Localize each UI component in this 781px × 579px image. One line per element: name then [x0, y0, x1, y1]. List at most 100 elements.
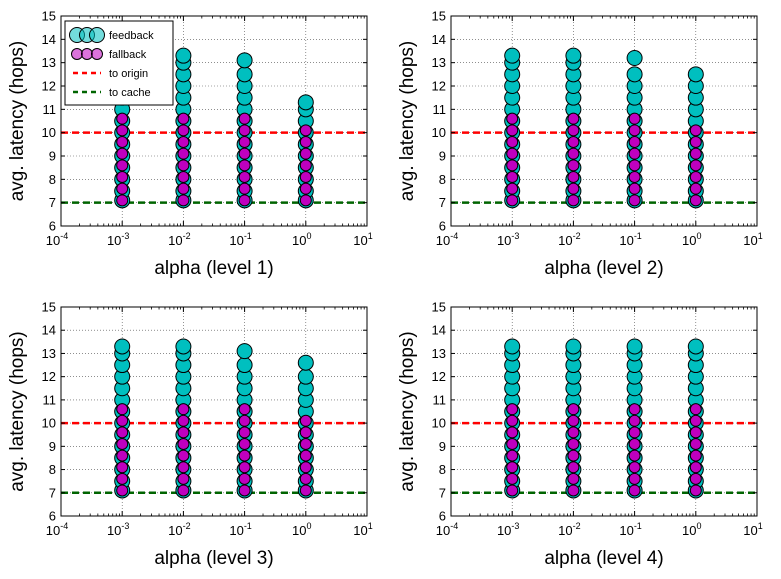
- data-point-fallback: [506, 403, 519, 416]
- data-point-fallback: [177, 159, 190, 172]
- data-point-fallback: [238, 171, 251, 183]
- y-tick-label: 8: [49, 462, 56, 477]
- axes-frame: [450, 15, 758, 227]
- x-tick-label: 10-4: [436, 231, 458, 248]
- data-point-fallback: [628, 171, 641, 183]
- data-point-feedback: [297, 368, 314, 385]
- data-point-fallback: [177, 112, 190, 125]
- y-tick-label: 14: [432, 323, 446, 338]
- y-tick-label: 6: [439, 509, 446, 524]
- data-point-fallback: [689, 182, 702, 195]
- data-point-fallback: [116, 159, 129, 172]
- data-point-fallback: [177, 136, 190, 148]
- data-point-fallback: [238, 112, 251, 125]
- x-axis-title: alpha (level 4): [544, 548, 663, 569]
- y-tick-label: 11: [43, 392, 57, 407]
- y-tick-label: 6: [49, 509, 56, 524]
- y-tick-label: 11: [43, 102, 57, 117]
- data-point-fallback: [689, 472, 702, 485]
- data-point-fallback: [506, 159, 519, 172]
- series-fallback: [506, 403, 702, 497]
- data-point-fallback: [177, 472, 190, 485]
- x-tick-label: 10-3: [107, 521, 129, 538]
- data-point-fallback: [689, 171, 702, 183]
- legend-label: fallback: [109, 49, 147, 61]
- data-point-fallback: [177, 403, 190, 416]
- data-point-fallback: [238, 484, 251, 497]
- data-point-fallback: [177, 426, 190, 439]
- x-tick-label: 10-1: [619, 521, 641, 538]
- x-tick-label: 10-1: [619, 231, 641, 248]
- subplot-4: 6 7 8 9 10 11 12 13 14 15 10-4 10-3 10-2 10-1 100 101 al…: [397, 300, 763, 570]
- data-point-fallback: [506, 438, 519, 451]
- data-point-fallback: [567, 194, 580, 207]
- data-point-feedback: [175, 47, 192, 64]
- data-point-fallback: [506, 461, 519, 474]
- data-point-fallback: [299, 461, 312, 474]
- data-point-feedback: [236, 343, 253, 360]
- data-point-fallback: [689, 449, 702, 462]
- plot-area: [61, 307, 367, 516]
- data-point-fallback: [299, 472, 312, 485]
- y-tick-label: 9: [439, 439, 446, 454]
- y-tick-label: 12: [432, 369, 446, 384]
- data-point-fallback: [116, 403, 129, 416]
- x-tick-label: 10-4: [46, 521, 68, 538]
- y-tick-label: 11: [433, 102, 447, 117]
- data-point-fallback: [116, 136, 129, 148]
- data-point-fallback: [116, 438, 129, 451]
- data-point-fallback: [689, 159, 702, 172]
- data-point-feedback: [114, 338, 131, 355]
- legend-marker-fallback: [91, 48, 103, 60]
- data-point-fallback: [628, 449, 641, 462]
- data-point-fallback: [238, 147, 251, 160]
- data-point-fallback: [238, 414, 251, 427]
- data-point-fallback: [238, 159, 251, 172]
- data-point-feedback: [626, 66, 643, 83]
- y-tick-label: 10: [432, 416, 446, 431]
- data-point-feedback: [236, 66, 253, 83]
- data-point-feedback: [626, 338, 643, 355]
- y-tick-label: 11: [433, 392, 447, 407]
- y-tick-label: 13: [42, 346, 56, 361]
- legend-label: feedback: [109, 30, 154, 42]
- data-point-fallback: [567, 426, 580, 439]
- data-point-fallback: [567, 124, 580, 137]
- axes-frame: [450, 306, 758, 517]
- x-tick-label: 100: [682, 231, 701, 248]
- y-tick-label: 14: [42, 32, 56, 47]
- x-tick-label: 10-3: [107, 231, 129, 248]
- data-point-feedback: [504, 47, 521, 64]
- x-axis-title: alpha (level 2): [544, 258, 663, 279]
- data-point-fallback: [567, 147, 580, 160]
- data-point-fallback: [567, 484, 580, 497]
- x-tick-label: 10-2: [558, 231, 580, 248]
- plot-area: [451, 16, 757, 226]
- x-tick-label: 101: [743, 521, 762, 538]
- y-tick-label: 13: [432, 346, 446, 361]
- data-point-fallback: [506, 414, 519, 427]
- data-point-fallback: [299, 171, 312, 183]
- data-point-fallback: [299, 136, 312, 148]
- data-point-feedback: [236, 357, 253, 374]
- data-point-fallback: [177, 147, 190, 160]
- data-point-fallback: [238, 449, 251, 462]
- data-point-fallback: [689, 414, 702, 427]
- x-tick-label: 101: [353, 231, 372, 248]
- data-point-fallback: [628, 403, 641, 416]
- data-point-fallback: [238, 136, 251, 148]
- data-point-fallback: [689, 147, 702, 160]
- data-point-fallback: [567, 414, 580, 427]
- y-tick-label: 7: [439, 485, 446, 500]
- data-point-fallback: [116, 171, 129, 183]
- data-point-fallback: [628, 472, 641, 485]
- data-point-feedback: [236, 52, 253, 69]
- y-tick-label: 12: [42, 79, 56, 94]
- data-point-fallback: [689, 194, 702, 207]
- data-point-fallback: [116, 124, 129, 137]
- data-point-fallback: [628, 136, 641, 148]
- x-tick-label: 10-1: [229, 231, 251, 248]
- x-tick-label: 10-2: [558, 521, 580, 538]
- y-tick-label: 15: [42, 9, 56, 24]
- data-point-fallback: [116, 426, 129, 439]
